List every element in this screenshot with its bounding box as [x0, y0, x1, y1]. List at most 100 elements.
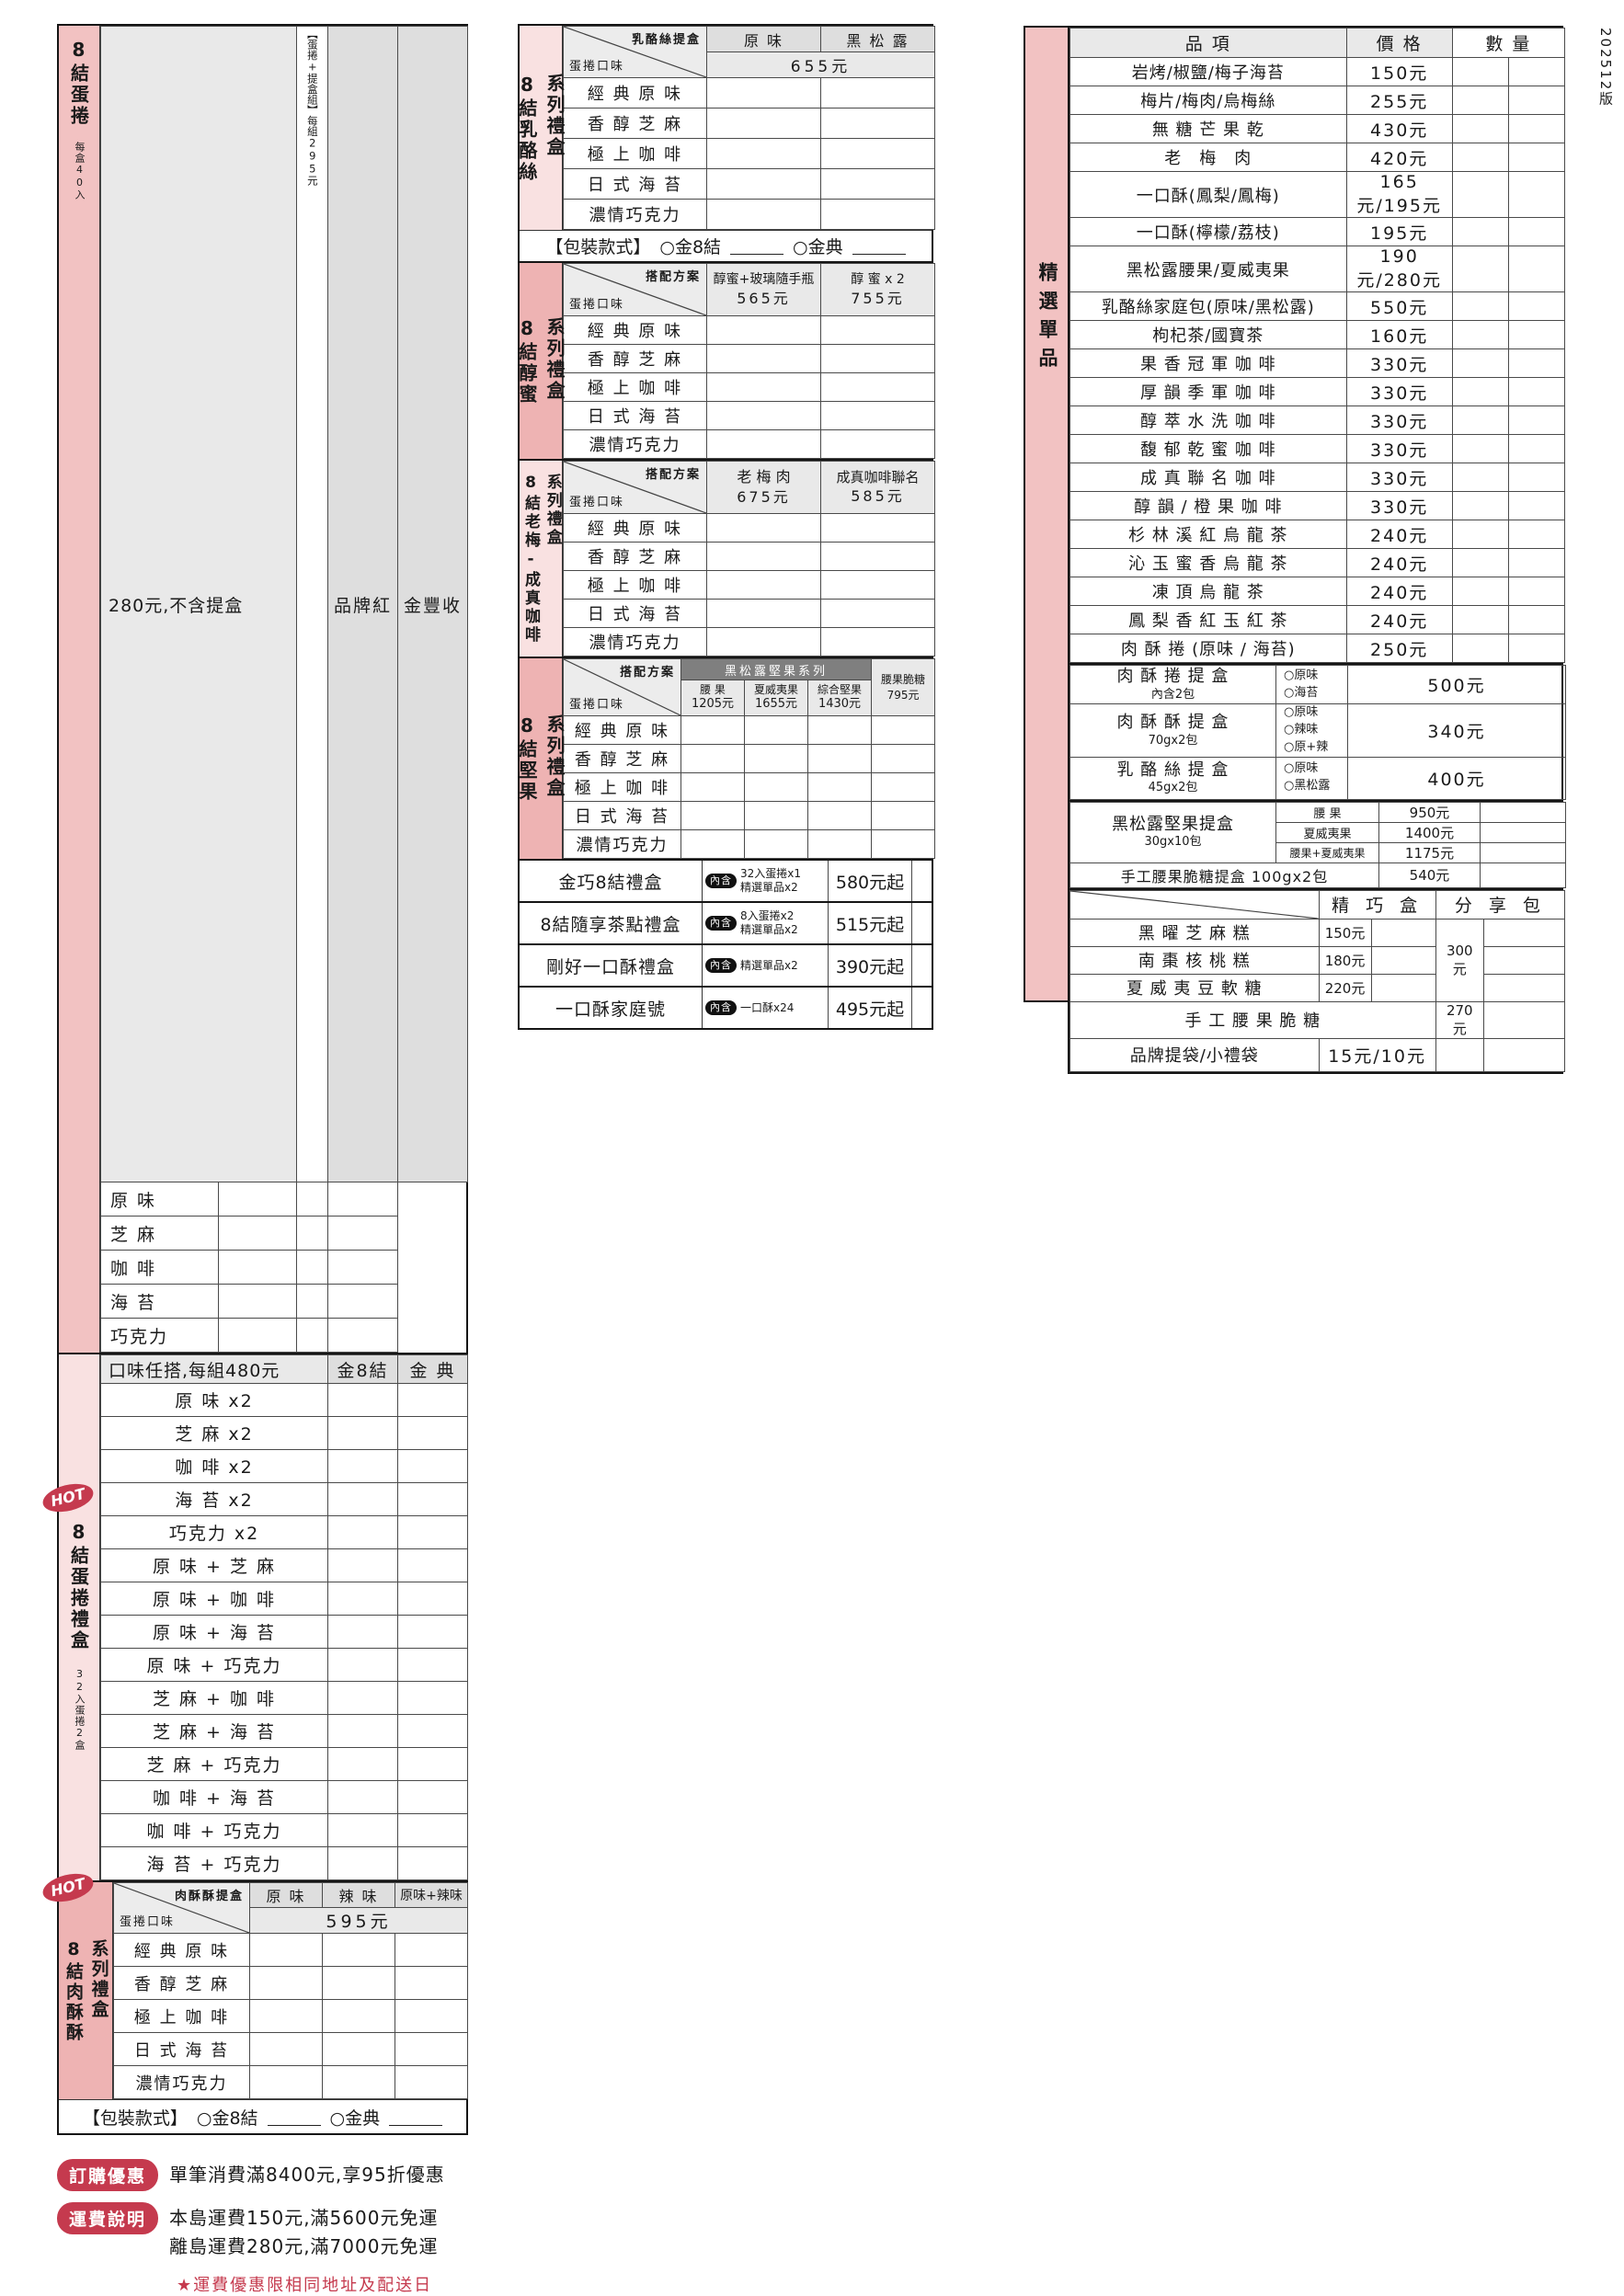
qty-cell[interactable] [1452, 634, 1508, 663]
qty-cell[interactable] [1508, 143, 1564, 172]
qty-cell[interactable] [1508, 349, 1564, 378]
qty-cell[interactable] [328, 1483, 398, 1516]
qty-cell[interactable] [1452, 86, 1508, 115]
qty-cell[interactable] [821, 402, 935, 430]
qty-cell[interactable] [912, 861, 932, 901]
qty-cell[interactable] [707, 600, 821, 628]
qty-cell[interactable] [328, 1649, 398, 1682]
qty-cell[interactable] [398, 1384, 468, 1417]
qty-cell[interactable] [1508, 378, 1564, 406]
qty-cell[interactable] [328, 1847, 398, 1880]
qty-cell[interactable] [398, 1649, 468, 1682]
qty-cell[interactable] [1371, 946, 1435, 974]
qty-cell[interactable] [328, 1417, 398, 1450]
qty-cell[interactable] [681, 802, 745, 830]
qty-cell[interactable] [821, 373, 935, 402]
qty-cell[interactable] [1452, 606, 1508, 634]
qty-cell[interactable] [821, 345, 935, 373]
qty-cell[interactable] [707, 514, 821, 543]
qty-cell[interactable] [323, 2000, 395, 2033]
qty-cell[interactable] [1508, 218, 1564, 246]
qty-cell[interactable] [912, 945, 932, 986]
qty-cell[interactable] [707, 139, 821, 169]
qty-cell[interactable] [398, 1616, 468, 1649]
qty-cell[interactable] [681, 716, 745, 745]
qty-cell[interactable] [821, 514, 935, 543]
qty-cell[interactable] [328, 1251, 398, 1285]
qty-cell[interactable] [398, 1682, 468, 1715]
qty-cell[interactable] [808, 745, 872, 773]
pack-blank[interactable] [389, 2108, 442, 2126]
qty-cell[interactable] [219, 1319, 297, 1353]
qty-cell[interactable] [328, 1682, 398, 1715]
qty-cell[interactable] [1508, 321, 1564, 349]
pack-option-gold8[interactable]: ○金8結 [197, 2105, 258, 2130]
pack-blank[interactable] [730, 237, 783, 255]
qty-cell[interactable] [1435, 1038, 1483, 1071]
qty-cell[interactable] [808, 716, 872, 745]
qty-cell[interactable] [219, 1251, 297, 1285]
qty-cell[interactable] [398, 1417, 468, 1450]
qty-cell[interactable] [872, 745, 935, 773]
pack-blank[interactable] [268, 2108, 321, 2126]
qty-cell[interactable] [297, 1285, 328, 1319]
qty-cell[interactable] [328, 1616, 398, 1649]
qty-cell[interactable] [395, 2000, 468, 2033]
qty-cell[interactable] [1508, 520, 1564, 549]
qty-cell[interactable] [707, 345, 821, 373]
qty-cell[interactable] [1508, 246, 1564, 292]
qty-cell[interactable] [745, 745, 808, 773]
qty-cell[interactable] [328, 1450, 398, 1483]
qty-cell[interactable] [395, 2033, 468, 2066]
qty-cell[interactable] [297, 1319, 328, 1353]
qty-cell[interactable] [707, 78, 821, 109]
qty-cell[interactable] [821, 628, 935, 657]
qty-cell[interactable] [707, 628, 821, 657]
qty-cell[interactable] [1452, 577, 1508, 606]
qty-cell[interactable] [821, 543, 935, 571]
qty-cell[interactable] [1452, 549, 1508, 577]
qty-cell[interactable] [250, 2000, 323, 2033]
qty-cell[interactable] [681, 830, 745, 859]
qty-cell[interactable] [1483, 919, 1564, 946]
qty-cell[interactable] [398, 1847, 468, 1880]
qty-cell[interactable] [808, 802, 872, 830]
qty-cell[interactable] [1508, 58, 1564, 86]
qty-cell[interactable] [1481, 822, 1566, 842]
qty-cell[interactable] [1508, 463, 1564, 492]
qty-cell[interactable] [398, 1814, 468, 1847]
qty-cell[interactable] [872, 773, 935, 802]
qty-cell[interactable] [707, 543, 821, 571]
qty-cell[interactable] [250, 1934, 323, 1967]
qty-cell[interactable] [328, 1781, 398, 1814]
qty-cell[interactable] [323, 2066, 395, 2099]
qty-cell[interactable] [821, 316, 935, 345]
qty-cell[interactable] [1508, 406, 1564, 435]
qty-cell[interactable] [1483, 946, 1564, 974]
pack-option-gold8[interactable]: ○金8結 [659, 234, 721, 258]
qty-cell[interactable] [328, 1285, 398, 1319]
qty-cell[interactable] [912, 988, 932, 1028]
qty-cell[interactable] [328, 1516, 398, 1549]
qty-cell[interactable] [328, 1814, 398, 1847]
qty-cell[interactable] [1508, 634, 1564, 663]
box-options[interactable]: ○原味 ○辣味 ○原+辣 [1276, 704, 1348, 758]
qty-cell[interactable] [821, 430, 935, 459]
qty-cell[interactable] [328, 1384, 398, 1417]
qty-cell[interactable] [398, 1549, 468, 1582]
qty-cell[interactable] [1452, 321, 1508, 349]
qty-cell[interactable] [745, 716, 808, 745]
qty-cell[interactable] [1481, 802, 1566, 822]
qty-cell[interactable] [707, 200, 821, 230]
qty-cell[interactable] [745, 802, 808, 830]
qty-cell[interactable] [219, 1182, 297, 1217]
qty-cell[interactable] [1481, 862, 1566, 887]
qty-cell[interactable] [219, 1285, 297, 1319]
qty-cell[interactable] [250, 2033, 323, 2066]
qty-cell[interactable] [1508, 492, 1564, 520]
qty-cell[interactable] [328, 1549, 398, 1582]
qty-cell[interactable] [912, 903, 932, 943]
qty-cell[interactable] [1508, 292, 1564, 321]
qty-cell[interactable] [1452, 172, 1508, 218]
qty-cell[interactable] [1452, 115, 1508, 143]
